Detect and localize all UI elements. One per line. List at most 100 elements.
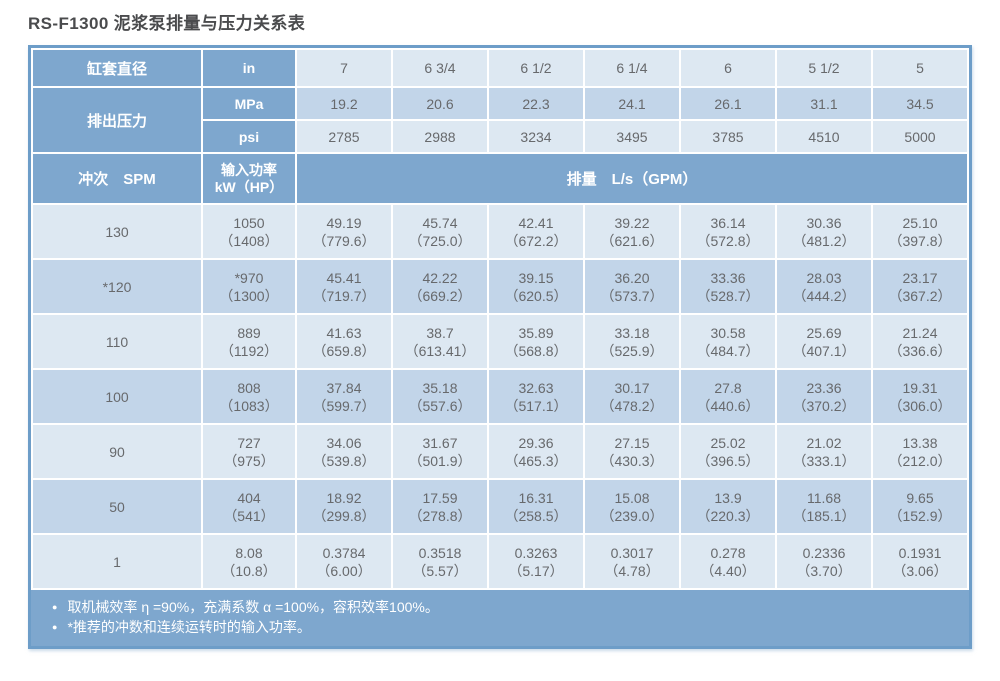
flow-rate-cell: 19.31 （306.0） — [873, 370, 967, 423]
input-power-cell-line: 8.08 — [235, 544, 263, 561]
flow-rate-cell-line: （4.40） — [700, 562, 756, 579]
input-power-cell-line: 1050 — [233, 214, 265, 231]
flow-rate-cell: 13.9 （220.3） — [681, 480, 775, 533]
flow-rate-cell: 16.31 （258.5） — [489, 480, 583, 533]
flow-rate-cell: 39.22 （621.6） — [585, 205, 679, 258]
flow-rate-cell-line: 18.92 — [326, 489, 362, 506]
flow-rate-cell-line: 42.41 — [518, 214, 554, 231]
pump-spec-table-frame: 缸套直径 in 7 6 3/4 6 1/2 6 1/4 6 5 1/2 5 排出… — [28, 45, 972, 649]
flow-rate-cell-line: 32.63 — [518, 379, 554, 396]
flow-rate-cell-line: 11.68 — [807, 489, 841, 506]
flow-rate-cell-line: （517.1） — [504, 397, 568, 414]
flow-rate-cell-line: （659.8） — [312, 342, 376, 359]
flow-rate-cell-line: 15.08 — [614, 489, 650, 506]
flow-rate-cell-line: （440.6） — [696, 397, 760, 414]
flow-rate-cell-line: （568.8） — [504, 342, 568, 359]
pressure-mpa-cell: 20.6 — [393, 88, 487, 119]
flow-rate-cell: 33.36 （528.7） — [681, 260, 775, 313]
pressure-mpa-cell: 24.1 — [585, 88, 679, 119]
flow-rate-cell-line: （5.57） — [412, 562, 468, 579]
flow-rate-cell-line: （333.1） — [792, 452, 856, 469]
flow-rate-cell-line: 36.20 — [614, 269, 650, 286]
flow-rate-cell: 0.3263 （5.17） — [489, 535, 583, 588]
flow-rate-cell: 49.19 （779.6） — [297, 205, 391, 258]
flow-rate-cell: 34.06 （539.8） — [297, 425, 391, 478]
pressure-psi-cell: 5000 — [873, 121, 967, 152]
flow-rate-cell-line: 0.3518 — [418, 544, 462, 561]
flow-rate-cell: 18.92 （299.8） — [297, 480, 391, 533]
flow-rate-cell-line: 39.15 — [518, 269, 554, 286]
input-power-cell-line: 889 — [237, 324, 261, 341]
flow-rate-cell: 45.74 （725.0） — [393, 205, 487, 258]
discharge-pressure-label: 排出压力 — [33, 88, 201, 152]
flow-rate-cell: 42.41 （672.2） — [489, 205, 583, 258]
liner-size-cell: 7 — [297, 50, 391, 86]
spm-value-cell: 1 — [33, 535, 201, 588]
flow-rate-cell-line: 13.9 — [714, 489, 742, 506]
flow-rate-cell: 21.24 （336.6） — [873, 315, 967, 368]
pressure-psi-row: psi 2785 2988 3234 3495 3785 4510 5000 — [33, 121, 967, 152]
flow-rate-cell-line: （719.7） — [312, 287, 376, 304]
flow-rate-cell-line: （465.3） — [504, 452, 568, 469]
flow-rate-cell-line: 45.74 — [422, 214, 458, 231]
flow-rate-cell-line: （306.0） — [888, 397, 952, 414]
flow-rate-cell-line: 17.59 — [422, 489, 458, 506]
spm-value-cell: 50 — [33, 480, 201, 533]
flow-rate-cell: 25.10 （397.8） — [873, 205, 967, 258]
flow-rate-cell-line: 30.58 — [710, 324, 746, 341]
flow-rate-cell-line: 25.69 — [806, 324, 842, 341]
flow-rate-cell: 41.63 （659.8） — [297, 315, 391, 368]
flow-rate-cell: 0.3518 （5.57） — [393, 535, 487, 588]
flow-rate-cell-line: （212.0） — [888, 452, 952, 469]
spm-value-cell: 90 — [33, 425, 201, 478]
spm-value-cell: 100 — [33, 370, 201, 423]
flow-rate-cell-line: （557.6） — [408, 397, 472, 414]
flow-rate-cell: 36.20 （573.7） — [585, 260, 679, 313]
flow-rate-cell-line: 36.14 — [710, 214, 746, 231]
liner-diameter-label: 缸套直径 — [33, 50, 201, 86]
flow-rate-cell-line: 19.31 — [902, 379, 938, 396]
input-power-cell-line: （975） — [223, 452, 275, 469]
note-text: *推荐的冲数和连续运转时的输入功率。 — [67, 619, 311, 635]
flow-rate-cell-line: 25.10 — [902, 214, 938, 231]
flow-rate-cell-line: （3.06） — [892, 562, 948, 579]
pressure-psi-cell: 4510 — [777, 121, 871, 152]
flow-rate-cell: 25.69 （407.1） — [777, 315, 871, 368]
pump-spec-table: 缸套直径 in 7 6 3/4 6 1/2 6 1/4 6 5 1/2 5 排出… — [31, 48, 969, 590]
bullet-icon: ● — [52, 602, 58, 612]
table-row: 130 1050 （1408） 49.19 （779.6） 45.74 （725.0） 42.… — [33, 205, 967, 258]
flow-rate-cell: 33.18 （525.9） — [585, 315, 679, 368]
flow-rate-cell-line: （621.6） — [600, 232, 664, 249]
flow-rate-cell-line: （525.9） — [600, 342, 664, 359]
flow-rate-cell: 25.02 （396.5） — [681, 425, 775, 478]
flow-rate-cell: 31.67 （501.9） — [393, 425, 487, 478]
flow-rate-cell: 37.84 （599.7） — [297, 370, 391, 423]
flow-rate-cell: 11.68 （185.1） — [777, 480, 871, 533]
input-power-cell-line: （1083） — [219, 397, 279, 414]
flow-rate-cell-line: 16.31 — [518, 489, 554, 506]
flow-rate-cell-line: （669.2） — [408, 287, 472, 304]
flow-rate-cell-line: 0.3784 — [322, 544, 366, 561]
pressure-psi-cell: 3495 — [585, 121, 679, 152]
strokes-spm-label: 冲次 SPM — [33, 154, 201, 203]
flow-rate-cell: 0.3784 （6.00） — [297, 535, 391, 588]
input-power-cell-line: （1192） — [219, 342, 279, 359]
flow-rate-cell-line: 39.22 — [614, 214, 650, 231]
flow-rate-cell: 15.08 （239.0） — [585, 480, 679, 533]
flow-rate-cell-line: 9.65 — [906, 489, 934, 506]
input-power-cell: 404 （541） — [203, 480, 295, 533]
input-power-cell-line: 727 — [237, 434, 261, 451]
flow-rate-cell: 30.36 （481.2） — [777, 205, 871, 258]
flow-rate-cell-line: 33.18 — [614, 324, 650, 341]
flow-rate-label: 排量 L/s（GPM） — [297, 154, 967, 203]
flow-rate-cell-line: （152.9） — [888, 507, 952, 524]
flow-rate-cell-line: 0.278 — [710, 544, 746, 561]
flow-rate-cell-line: 37.84 — [326, 379, 362, 396]
flow-table-body: 130 1050 （1408） 49.19 （779.6） 45.74 （725.0） 42.… — [33, 205, 967, 588]
flow-rate-cell-line: （478.2） — [600, 397, 664, 414]
flow-rate-cell-line: 35.89 — [518, 324, 554, 341]
pressure-mpa-cell: 31.1 — [777, 88, 871, 119]
input-power-cell-line: （1300） — [219, 287, 279, 304]
flow-rate-cell-line: （239.0） — [600, 507, 664, 524]
liner-diameter-row: 缸套直径 in 7 6 3/4 6 1/2 6 1/4 6 5 1/2 5 — [33, 50, 967, 86]
